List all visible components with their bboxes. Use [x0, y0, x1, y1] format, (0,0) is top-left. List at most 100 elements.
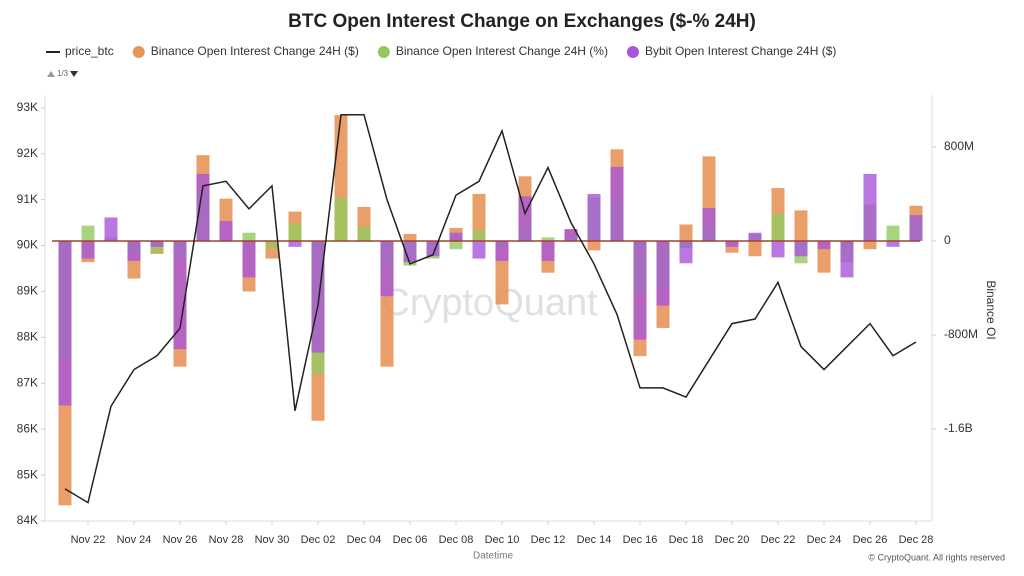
bar [886, 225, 900, 241]
legend-page: 1/3 [57, 69, 69, 78]
x-tick-label: Dec 20 [715, 534, 750, 546]
x-tick-label: Nov 30 [255, 534, 290, 546]
bar [196, 173, 210, 241]
y-tick-label: 85K [17, 467, 38, 481]
bar [81, 240, 95, 259]
bar [725, 240, 739, 247]
x-tick-label: Dec 02 [301, 534, 336, 546]
bar [403, 233, 417, 241]
bar [817, 240, 831, 250]
bar [127, 240, 141, 261]
bar [863, 240, 877, 250]
legend-dot [377, 46, 390, 58]
bar [633, 240, 647, 340]
watermark: CryptoQuant [382, 282, 598, 324]
bar [587, 240, 601, 251]
x-tick-label: Dec 14 [577, 534, 612, 546]
bar [81, 225, 95, 241]
y2-axis-title: Binance OI [984, 280, 998, 339]
bar [748, 240, 762, 257]
x-tick-label: Dec 16 [623, 534, 658, 546]
y2-tick-label: 0 [944, 233, 951, 247]
bar [794, 240, 808, 257]
credit: © CryptoQuant. All rights reserved [868, 552, 1005, 562]
x-tick-label: Dec 28 [899, 534, 934, 546]
bar [219, 220, 233, 241]
x-tick-label: Dec 06 [393, 534, 428, 546]
x-tick-label: Dec 04 [347, 534, 382, 546]
bar [173, 240, 187, 350]
legend-next[interactable] [70, 71, 78, 77]
y2-tick-label: -800M [944, 327, 978, 341]
bar [472, 230, 486, 241]
bar [541, 237, 555, 241]
bar [104, 217, 118, 241]
chart-title: BTC Open Interest Change on Exchanges ($… [288, 11, 756, 32]
bar [472, 193, 486, 241]
x-tick-label: Dec 26 [853, 534, 888, 546]
x-tick-label: Dec 22 [761, 534, 796, 546]
bar [679, 240, 693, 264]
legend-label: Bybit Open Interest Change 24H ($) [645, 44, 836, 58]
x-tick-label: Dec 24 [807, 534, 842, 546]
bar [886, 240, 900, 247]
bar [909, 215, 923, 241]
x-tick-label: Nov 22 [71, 534, 106, 546]
y-tick-label: 89K [17, 284, 38, 298]
y-tick-label: 90K [17, 238, 38, 252]
y2-tick-label: 800M [944, 139, 974, 153]
legend-dot [132, 46, 145, 58]
bar [380, 240, 394, 297]
legend-label: price_btc [65, 44, 114, 58]
bar [495, 240, 509, 261]
bar [265, 240, 279, 249]
bar [541, 240, 555, 261]
bar [334, 197, 348, 241]
bar [58, 240, 72, 406]
y-tick-label: 92K [17, 146, 38, 160]
legend-label: Binance Open Interest Change 24H (%) [396, 44, 608, 58]
legend-dot [626, 46, 639, 58]
x-tick-label: Nov 28 [209, 534, 244, 546]
bar [288, 240, 302, 247]
bar [288, 223, 302, 241]
x-tick-label: Dec 10 [485, 534, 520, 546]
legend-label: Binance Open Interest Change 24H ($) [151, 44, 359, 58]
x-tick-label: Dec 18 [669, 534, 704, 546]
y-tick-label: 87K [17, 375, 38, 389]
y2-tick-label: -1.6B [944, 421, 973, 435]
bar [610, 166, 624, 241]
bar [679, 224, 693, 241]
bar [311, 240, 325, 353]
bar [840, 240, 854, 278]
x-tick-label: Dec 12 [531, 534, 566, 546]
y-tick-label: 84K [17, 513, 38, 527]
bar [242, 240, 256, 278]
bar [449, 232, 463, 241]
legend-prev[interactable] [47, 71, 55, 77]
bar [702, 208, 716, 241]
bar [794, 210, 808, 241]
bar [449, 240, 463, 250]
bar [863, 173, 877, 241]
y-tick-label: 88K [17, 330, 38, 344]
bar [150, 240, 164, 247]
bar [656, 240, 670, 306]
x-tick-label: Nov 24 [117, 534, 152, 546]
bar [587, 193, 601, 241]
bar [472, 240, 486, 259]
bar [242, 232, 256, 241]
price-line [64, 113, 917, 504]
y-tick-label: 86K [17, 421, 38, 435]
x-tick-label: Nov 26 [163, 534, 198, 546]
y-tick-label: 91K [17, 192, 38, 206]
bar [564, 229, 578, 241]
x-axis-title: Datetime [473, 551, 513, 562]
bar [357, 226, 371, 241]
bar [771, 213, 785, 241]
y-tick-label: 93K [17, 100, 38, 114]
x-tick-label: Dec 08 [439, 534, 474, 546]
bar [771, 240, 785, 258]
bar [748, 232, 762, 241]
